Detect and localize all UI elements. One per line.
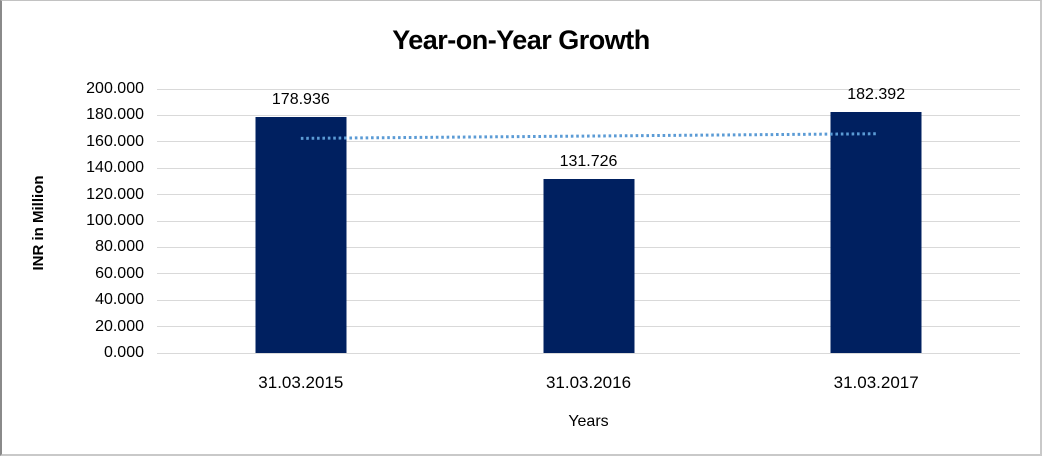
bar-column: 178.936 (157, 89, 445, 353)
gridline (157, 114, 1020, 116)
trendline-layer (300, 132, 877, 140)
y-tick-label: 0.000 (103, 344, 144, 361)
y-tick-label: 80.000 (95, 238, 144, 256)
gridline (157, 88, 1020, 90)
x-tick-label: 31.03.2016 (545, 373, 632, 392)
x-tick-label: 31.03.2015 (258, 373, 344, 392)
y-tick-label: 180.000 (86, 106, 144, 124)
bar-31.03.2017 (830, 112, 922, 353)
bar-column: 182.392 (732, 86, 1020, 353)
bar-value-label: 131.726 (559, 153, 618, 171)
y-tick-label: 200.000 (86, 80, 144, 97)
plot-area: 178.936 131.726 182.392 (157, 86, 1020, 354)
x-axis-title: Years (568, 413, 609, 430)
gridline (157, 141, 1020, 143)
y-tick-label: 140.000 (86, 159, 144, 177)
bar-column: 131.726 (445, 89, 733, 353)
bar-31.03.2016 (543, 179, 634, 353)
y-tick-label: 100.000 (86, 212, 144, 229)
trendline (300, 132, 877, 140)
x-tick-label: 31.03.2017 (833, 373, 919, 392)
y-tick-label: 120.000 (86, 185, 144, 203)
y-tick-label: 60.000 (95, 264, 144, 282)
bar-value-label: 182.392 (847, 86, 906, 104)
gridline (157, 167, 1020, 169)
y-tick-label: 20.000 (95, 317, 144, 335)
y-tick-label: 40.000 (95, 291, 144, 309)
y-tick-label: 160.000 (86, 132, 144, 150)
bar-31.03.2015 (255, 116, 347, 353)
bar-series: 178.936 131.726 182.392 (157, 86, 1020, 353)
gridline (157, 352, 1020, 354)
bar-value-label: 178.936 (271, 90, 330, 108)
chart-title: Year-on-Year Growth (392, 25, 650, 55)
x-axis-ticks: 31.03.2015 31.03.2016 31.03.2017 (157, 373, 1020, 393)
